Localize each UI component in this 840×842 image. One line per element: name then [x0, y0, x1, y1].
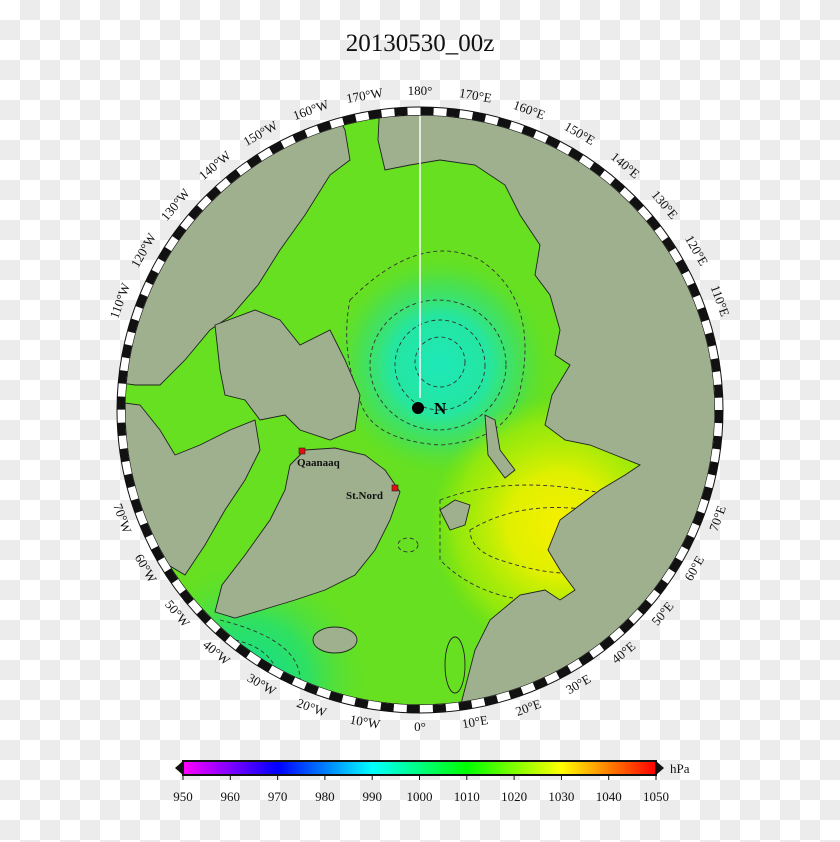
- longitude-label: 150°E: [562, 119, 598, 148]
- colorbar: hPa 950 960 970 980 990 1000 1010 1020 1030 1040 1…: [173, 760, 690, 804]
- longitude-label: 20°W: [295, 695, 329, 720]
- north-pole-marker: N: [412, 399, 447, 418]
- pole-dot: [412, 402, 424, 414]
- colorbar-tick-label: 960: [221, 789, 241, 804]
- longitude-label: 110°W: [106, 280, 133, 320]
- colorbar-tick-label: 950: [173, 789, 193, 804]
- longitude-label: 70°W: [110, 501, 135, 535]
- colorbar-max-arrow: [656, 761, 664, 775]
- colorbar-tick-label: 990: [362, 789, 382, 804]
- colorbar-tick-label: 1000: [407, 789, 433, 804]
- longitude-label: 10°W: [349, 712, 382, 732]
- colorbar-tick-label: 980: [315, 789, 335, 804]
- colorbar-tick-label: 1040: [596, 789, 622, 804]
- novaya-zemlya: [484, 414, 516, 479]
- longitude-label: 0°: [414, 719, 426, 734]
- colorbar-unit: hPa: [670, 761, 690, 776]
- longitude-label: 170°W: [345, 85, 385, 106]
- longitude-label: 20°E: [513, 696, 543, 719]
- baltic-sea: [444, 636, 466, 694]
- city-label: Qaanaaq: [297, 457, 341, 469]
- iceland: [312, 626, 358, 654]
- map-outer-border: [116, 106, 724, 714]
- greenland: [214, 447, 401, 619]
- city-marker: [298, 447, 306, 455]
- graticule-ring: [117, 107, 723, 713]
- colorbar-tick-label: 1010: [454, 789, 480, 804]
- city-st-nord: St.Nord: [346, 484, 399, 502]
- colorbar-ticks: 950 960 970 980 990 1000 1010 1020 1030 1040 1050: [173, 775, 669, 804]
- map-title: 20130530_00z: [345, 30, 495, 57]
- longitude-label: 160°W: [291, 96, 332, 123]
- canadian-archipelago: [214, 309, 361, 441]
- longitude-label: 120°E: [682, 232, 711, 268]
- colorbar-tick-label: 1030: [548, 789, 574, 804]
- colorbar-gradient: [182, 760, 657, 776]
- city-qaanaaq: Qaanaaq: [297, 447, 341, 469]
- longitude-label: 170°E: [458, 85, 493, 105]
- city-label: St.Nord: [346, 490, 383, 502]
- svalbard: [439, 499, 471, 531]
- longitude-label: 70°E: [706, 503, 729, 533]
- longitude-label: 160°E: [511, 97, 547, 122]
- longitude-label: 180°: [408, 83, 433, 98]
- colorbar-tick-label: 970: [268, 789, 288, 804]
- colorbar-tick-label: 1020: [501, 789, 527, 804]
- city-marker: [391, 484, 399, 492]
- colorbar-tick-label: 1050: [643, 789, 669, 804]
- longitude-label: 110°E: [708, 283, 733, 318]
- longitude-label: 10°E: [461, 712, 489, 731]
- pole-label: N: [434, 399, 447, 418]
- colorbar-min-arrow: [175, 761, 183, 775]
